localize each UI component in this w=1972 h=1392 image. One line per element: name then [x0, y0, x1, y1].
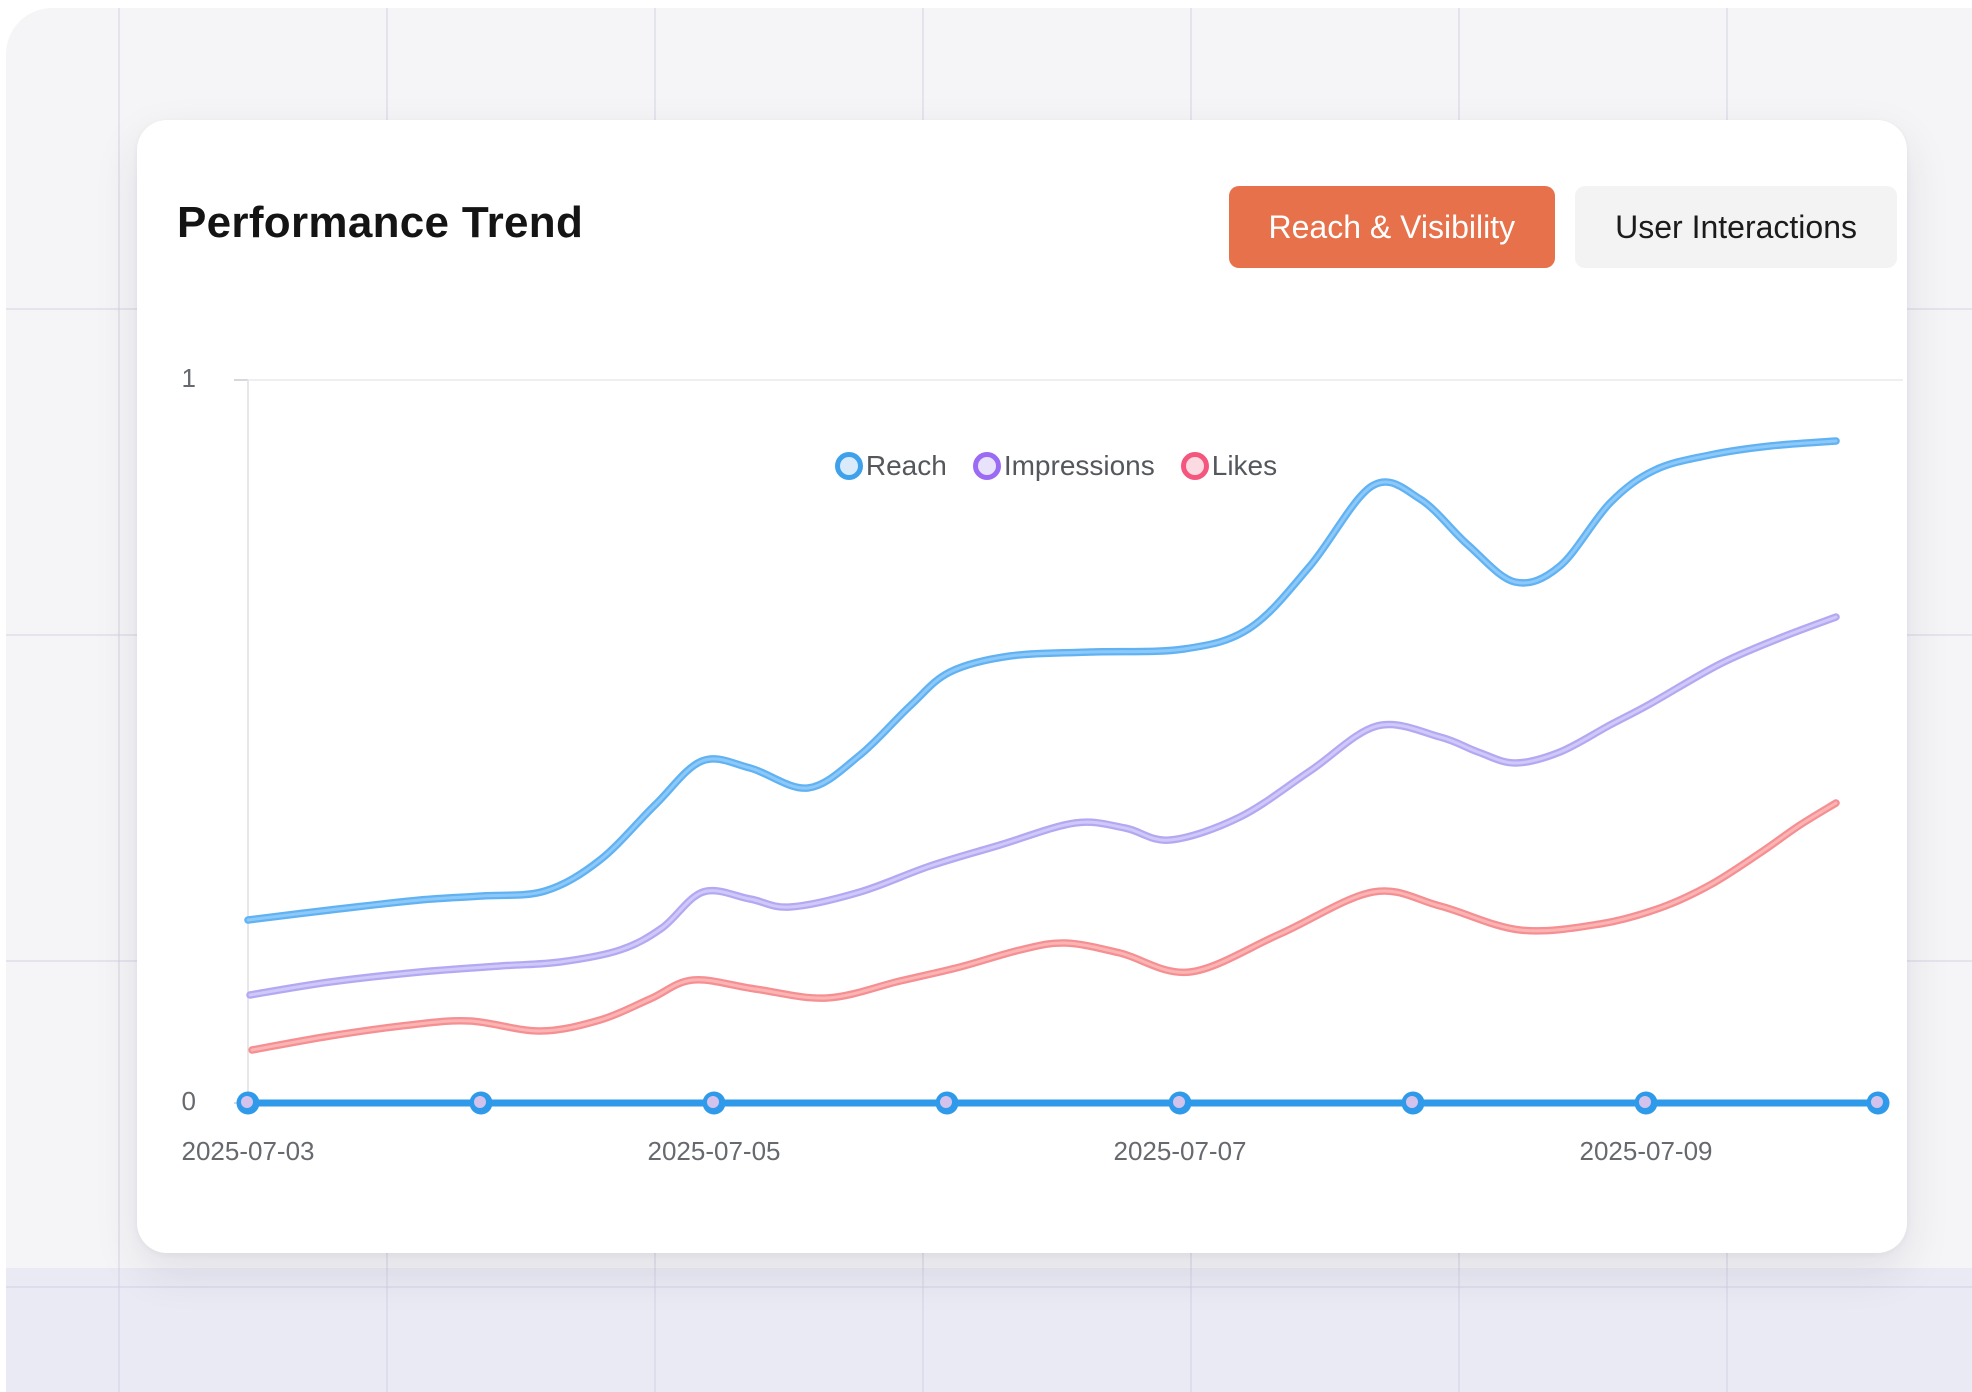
chart-legend: Reach Impressions Likes — [171, 450, 1941, 482]
x-axis-tick-label: 2025-07-07 — [1113, 1136, 1247, 1166]
x-axis-tick-label: 2025-07-09 — [1579, 1136, 1713, 1166]
legend-item-impressions[interactable]: Impressions — [972, 450, 1155, 482]
tab-reach-visibility[interactable]: Reach & Visibility — [1228, 186, 1556, 268]
legend-label-impressions: Impressions — [1003, 450, 1155, 481]
tab-user-interactions[interactable]: User Interactions — [1575, 186, 1897, 268]
likes-point-icon — [1180, 452, 1209, 480]
y-axis-tick-label-0: 0 — [181, 1086, 196, 1116]
legend-item-likes[interactable]: Likes — [1180, 450, 1278, 482]
chart-mode-tabs: Reach & Visibility User Interactions — [1228, 186, 1897, 268]
legend-label-reach: Reach — [865, 450, 947, 481]
page-title: Performance Trend — [177, 198, 584, 247]
legend-label-likes: Likes — [1211, 450, 1278, 481]
impressions-point-icon — [972, 452, 1001, 480]
reach-point-icon — [834, 452, 863, 480]
legend-item-reach[interactable]: Reach — [834, 450, 947, 482]
x-axis-tick-label: 2025-07-03 — [181, 1136, 315, 1166]
y-axis-tick-label-1: 1 — [181, 363, 196, 393]
page-background-bottom-band — [6, 1268, 1972, 1392]
x-axis-tick-label: 2025-07-05 — [647, 1136, 781, 1166]
performance-trend-card: Performance Trend Reach & Visibility Use… — [137, 120, 1907, 1253]
